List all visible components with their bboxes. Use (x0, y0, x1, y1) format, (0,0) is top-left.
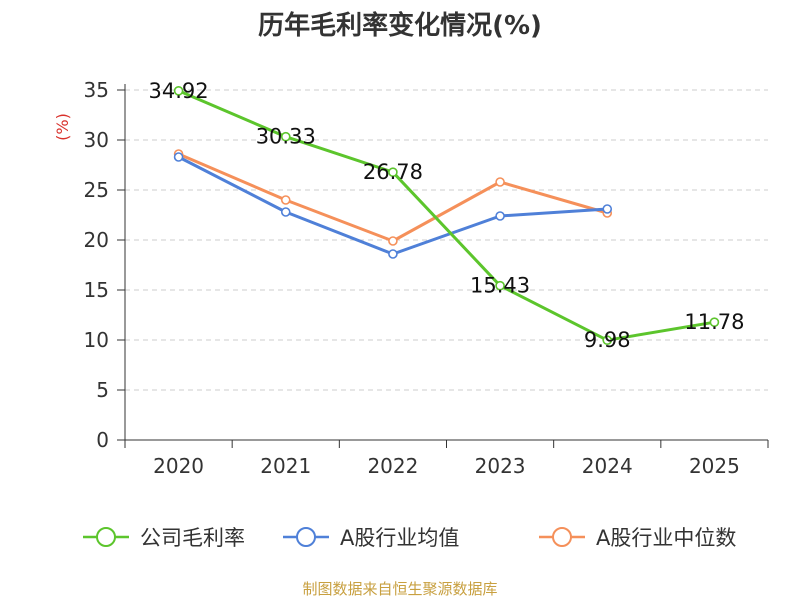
data-label: 30.33 (256, 125, 316, 149)
data-point[interactable] (602, 335, 613, 346)
series-1 (173, 86, 720, 346)
y-tick-label: 35 (84, 78, 109, 102)
y-tick-label: 10 (84, 328, 109, 352)
legend-item-2[interactable]: A股行业均值 (283, 526, 459, 550)
series-group (173, 86, 720, 346)
data-point[interactable] (709, 317, 720, 328)
data-label: 26.78 (363, 160, 423, 184)
legend-label: A股行业均值 (340, 526, 459, 550)
data-point[interactable] (173, 86, 184, 96)
data-point[interactable] (388, 167, 398, 177)
x-tick-label-2022: 2022 (367, 454, 418, 478)
series-2 (173, 152, 613, 259)
series-line (177, 89, 715, 342)
data-point[interactable] (602, 204, 613, 214)
y-tick-label: 15 (84, 278, 109, 302)
data-label: 9.98 (584, 328, 631, 352)
legend: 公司毛利率 A股行业均值 A股行业中位数 (83, 526, 736, 550)
data-point[interactable] (388, 249, 398, 259)
y-tick-label: 30 (84, 128, 109, 152)
legend-label: A股行业中位数 (596, 526, 736, 550)
data-point[interactable] (495, 177, 505, 187)
y-axis-unit-label: (%) (53, 113, 72, 141)
legend-marker (552, 527, 572, 547)
gridlines (125, 89, 768, 391)
data-point[interactable] (280, 207, 291, 217)
source-note: 制图数据来自恒生聚源数据库 (302, 580, 497, 598)
legend-marker (96, 527, 116, 547)
legend-item-3[interactable]: A股行业中位数 (539, 526, 736, 550)
data-point[interactable] (388, 236, 398, 246)
legend-item-1[interactable]: 公司毛利率 (83, 526, 245, 550)
chart-title: 历年毛利率变化情况(%) (258, 10, 542, 41)
data-point[interactable] (173, 152, 184, 162)
x-tick-label-2024: 2024 (582, 454, 633, 478)
legend-marker (296, 527, 316, 547)
y-tick-label: 25 (84, 178, 109, 202)
y-tick-label: 20 (84, 228, 109, 252)
data-point[interactable] (280, 131, 291, 142)
x-tick-label-2023: 2023 (475, 454, 526, 478)
x-tick-label-2025: 2025 (689, 454, 740, 478)
x-tick-label-2021: 2021 (260, 454, 311, 478)
data-label: 34.92 (149, 79, 209, 103)
x-tick-label-2020: 2020 (153, 454, 204, 478)
data-point[interactable] (495, 211, 505, 221)
y-tick-label: 5 (96, 378, 109, 402)
data-point[interactable] (280, 195, 291, 205)
data-point[interactable] (495, 280, 505, 291)
data-labels: 34.92 30.33 26.78 15.43 9.98 11.78 (149, 79, 745, 352)
legend-label: 公司毛利率 (140, 526, 245, 550)
y-tick-label: 0 (96, 428, 109, 452)
data-label: 15.43 (470, 274, 530, 298)
data-label: 11.78 (684, 310, 744, 334)
